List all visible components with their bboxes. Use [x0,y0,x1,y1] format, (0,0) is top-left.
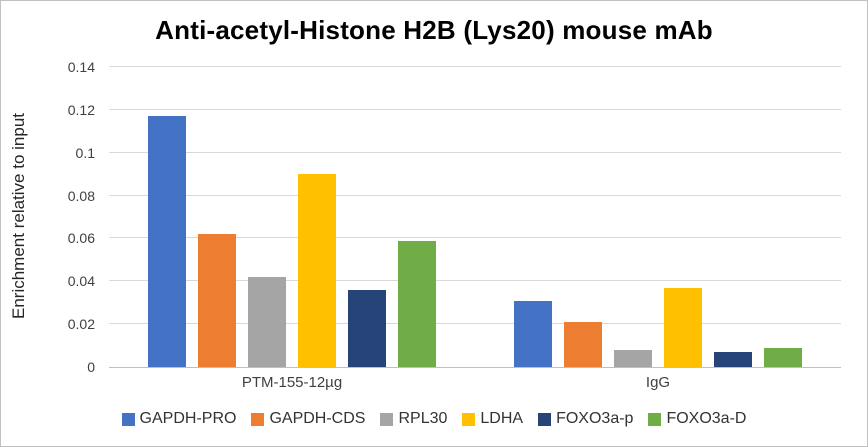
x-category-label: IgG [645,374,671,391]
y-ticks: 0 0.02 0.04 0.06 0.08 0.1 0.12 0.14 [41,59,101,375]
gridline [109,237,841,239]
x-labels: PTM-155-12µg IgG [109,374,841,391]
bar-LDHA [664,287,702,367]
chart-title: Anti-acetyl-Histone H2B (Lys20) mouse mA… [155,15,713,45]
y-tick-label: 0.06 [67,230,95,247]
legend: GAPDH-PRO GAPDH-CDS RPL30 LDHA FOXO3a-p FOXO3… [1,404,867,434]
gridline [109,280,841,282]
gridline [109,108,841,110]
bar-FOXO3a-p [714,352,752,367]
y-tick-label: 0.08 [67,187,95,204]
legend-swatch [462,412,476,426]
bar-GAPDH-CDS [564,322,602,367]
bar-groups [109,67,841,367]
y-tick-label: 0.1 [75,144,95,161]
legend-item: LDHA [462,410,523,428]
legend-swatch [121,412,135,426]
legend-item: FOXO3a-D [648,410,746,428]
legend-item: FOXO3a-p [538,410,633,428]
legend-swatch [251,412,265,426]
legend-label: FOXO3a-p [556,410,634,427]
bar-FOXO3a-D [398,240,436,367]
legend-label: GAPDH-CDS [269,410,366,427]
legend-swatch [648,412,662,426]
y-axis-title: Enrichment relative to input [9,113,28,319]
legend-label: GAPDH-PRO [139,410,237,427]
bar-group [109,67,475,367]
gridline [109,66,841,67]
gridline [109,194,841,196]
y-tick-label: 0.14 [67,59,95,75]
legend-item: GAPDH-PRO [121,410,237,428]
y-tick-label: 0 [87,359,95,375]
bar-GAPDH-CDS [198,234,236,367]
gridline [109,151,841,153]
legend-label: RPL30 [398,410,448,427]
y-tick-label: 0.04 [67,273,95,290]
plot-area [109,66,841,368]
legend-swatch [380,412,394,426]
y-tick-label: 0.02 [67,316,95,333]
y-tick-label: 0.12 [67,101,95,118]
x-category-label: PTM-155-12µg [241,374,343,391]
bar-FOXO3a-D [764,347,802,367]
bar-GAPDH-PRO [148,116,186,367]
gridline [109,323,841,325]
legend-item: RPL30 [380,410,447,428]
bar-RPL30 [614,349,652,367]
bar-group [475,67,841,367]
grid-layer [109,66,841,367]
legend-item: GAPDH-CDS [251,410,365,428]
bar-FOXO3a-p [348,289,386,367]
bar-RPL30 [248,277,286,367]
bar-LDHA [298,174,336,367]
legend-swatch [538,412,552,426]
legend-label: LDHA [480,410,524,427]
legend-label: FOXO3a-D [666,410,747,427]
bar-GAPDH-PRO [514,300,552,367]
